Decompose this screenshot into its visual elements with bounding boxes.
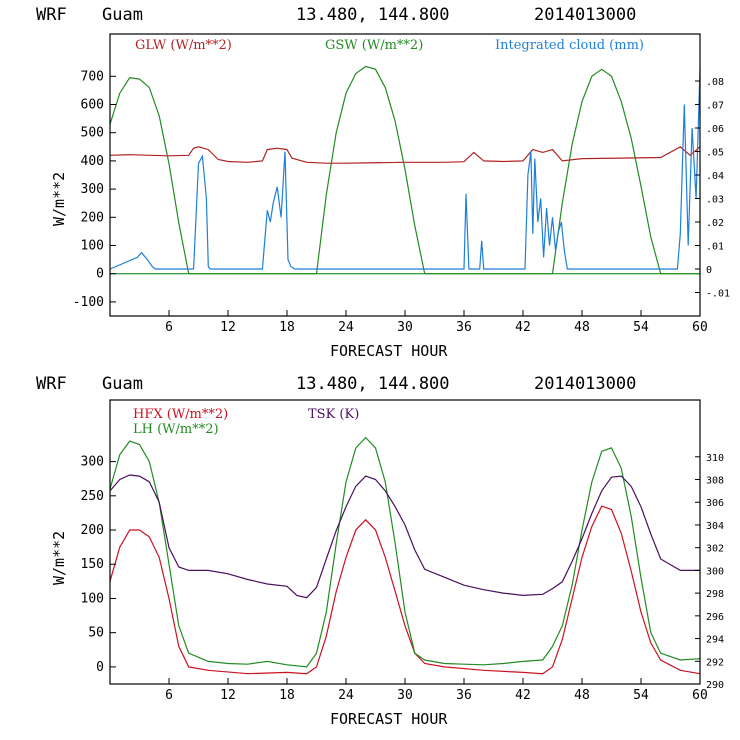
x-tick-label: 54 <box>633 688 649 703</box>
y-tick-label: 0 <box>96 267 104 282</box>
legend-gsw: GSW (W/m**2) <box>325 38 423 53</box>
right-tick-label: .06 <box>706 124 724 135</box>
x-tick-label: 36 <box>456 320 472 335</box>
header-model: WRF <box>36 374 67 394</box>
right-tick-label: 294 <box>706 635 724 646</box>
y-tick-label: 200 <box>81 523 104 538</box>
y-tick-label: 100 <box>81 591 104 606</box>
header-date: 2014013000 <box>534 374 636 394</box>
y-axis-label: W/m**2 <box>50 531 68 585</box>
x-axis-label: FORECAST HOUR <box>330 710 448 728</box>
right-tick-label: .05 <box>706 148 724 159</box>
y-tick-label: 250 <box>81 489 104 504</box>
y-tick-label: 150 <box>81 557 104 572</box>
x-tick-label: 18 <box>279 688 295 703</box>
x-tick-label: 48 <box>574 320 590 335</box>
legend-lh: LH (W/m**2) <box>133 422 219 437</box>
legend-tsk: TSK (K) <box>308 407 359 422</box>
x-tick-label: 24 <box>338 688 354 703</box>
series-line-2 <box>109 474 700 599</box>
series-line-1 <box>109 436 701 668</box>
right-tick-label: 310 <box>706 453 724 464</box>
panel-top: WRF Guam 13.480, 144.800 2014013000 6 12 1… <box>36 5 730 360</box>
header-coords: 13.480, 144.800 <box>296 5 450 25</box>
x-tick-label: 24 <box>338 320 354 335</box>
right-tick-label: 290 <box>706 680 724 691</box>
right-tick-label: .08 <box>706 77 724 88</box>
x-tick-label: 48 <box>574 688 590 703</box>
right-tick-label: .07 <box>706 101 724 112</box>
x-tick-label: 18 <box>279 320 295 335</box>
header-coords: 13.480, 144.800 <box>296 374 450 394</box>
x-tick-label: 30 <box>397 688 413 703</box>
x-axis-label: FORECAST HOUR <box>330 342 448 360</box>
right-tick-label: 302 <box>706 544 724 555</box>
x-tick-label: 60 <box>692 688 708 703</box>
x-tick-label: 54 <box>633 320 649 335</box>
x-tick-label: 60 <box>692 320 708 335</box>
plot-frame <box>109 33 701 317</box>
header-location: Guam <box>102 5 143 25</box>
series-line-0 <box>109 505 701 675</box>
x-tick-label: 12 <box>220 688 236 703</box>
y-tick-label: 100 <box>81 239 104 254</box>
right-tick-label: -.01 <box>706 289 730 300</box>
right-tick-label: 304 <box>706 521 724 532</box>
series-line-0 <box>109 146 701 164</box>
legend-cloud: Integrated cloud (mm) <box>495 38 644 53</box>
right-tick-label: 0 <box>706 265 712 276</box>
y-tick-label: -100 <box>73 295 104 310</box>
right-tick-label: 300 <box>706 566 724 577</box>
y-tick-label: 300 <box>81 455 104 470</box>
right-tick-label: 306 <box>706 498 724 509</box>
y-tick-label: 500 <box>81 126 104 141</box>
legend-hfx: HFX (W/m**2) <box>133 407 228 422</box>
y-tick-label: 700 <box>81 69 104 84</box>
right-tick-label: 298 <box>706 589 724 600</box>
right-tick-label: 296 <box>706 612 724 623</box>
header-date: 2014013000 <box>534 5 636 25</box>
x-tick-label: 12 <box>220 320 236 335</box>
series-line-2 <box>109 69 701 270</box>
y-tick-label: 0 <box>96 660 104 675</box>
right-tick-label: .04 <box>706 171 724 182</box>
plot-series <box>109 65 701 275</box>
panel-bottom: WRF Guam 13.480, 144.800 2014013000 6 12 1… <box>36 374 724 728</box>
right-tick-label: .03 <box>706 195 724 206</box>
y-axis-label: W/m**2 <box>50 172 68 226</box>
plot-frame <box>109 399 701 685</box>
x-tick-label: 6 <box>165 688 173 703</box>
plot-series <box>109 436 701 675</box>
x-tick-label: 6 <box>165 320 173 335</box>
y-tick-label: 400 <box>81 154 104 169</box>
axis-ticks: 6 12 18 24 30 36 42 48 54 60 0 50 100 150 200 250 300 290… <box>81 453 725 703</box>
header-model: WRF <box>36 5 67 25</box>
x-tick-label: 42 <box>515 688 531 703</box>
right-tick-label: 308 <box>706 476 724 487</box>
legend-glw: GLW (W/m**2) <box>135 38 232 53</box>
right-tick-label: 292 <box>706 657 724 668</box>
y-tick-label: 200 <box>81 210 104 225</box>
y-tick-label: 50 <box>88 626 104 641</box>
series-line-1 <box>109 65 700 275</box>
right-tick-label: .01 <box>706 242 724 253</box>
axis-ticks: 6 12 18 24 30 36 42 48 54 60 -100 0 100 200 300 400 500 6… <box>73 69 730 335</box>
y-tick-label: 600 <box>81 98 104 113</box>
right-tick-label: .02 <box>706 218 724 229</box>
y-tick-label: 300 <box>81 182 104 197</box>
x-tick-label: 36 <box>456 688 472 703</box>
x-tick-label: 30 <box>397 320 413 335</box>
header-location: Guam <box>102 374 143 394</box>
x-tick-label: 42 <box>515 320 531 335</box>
